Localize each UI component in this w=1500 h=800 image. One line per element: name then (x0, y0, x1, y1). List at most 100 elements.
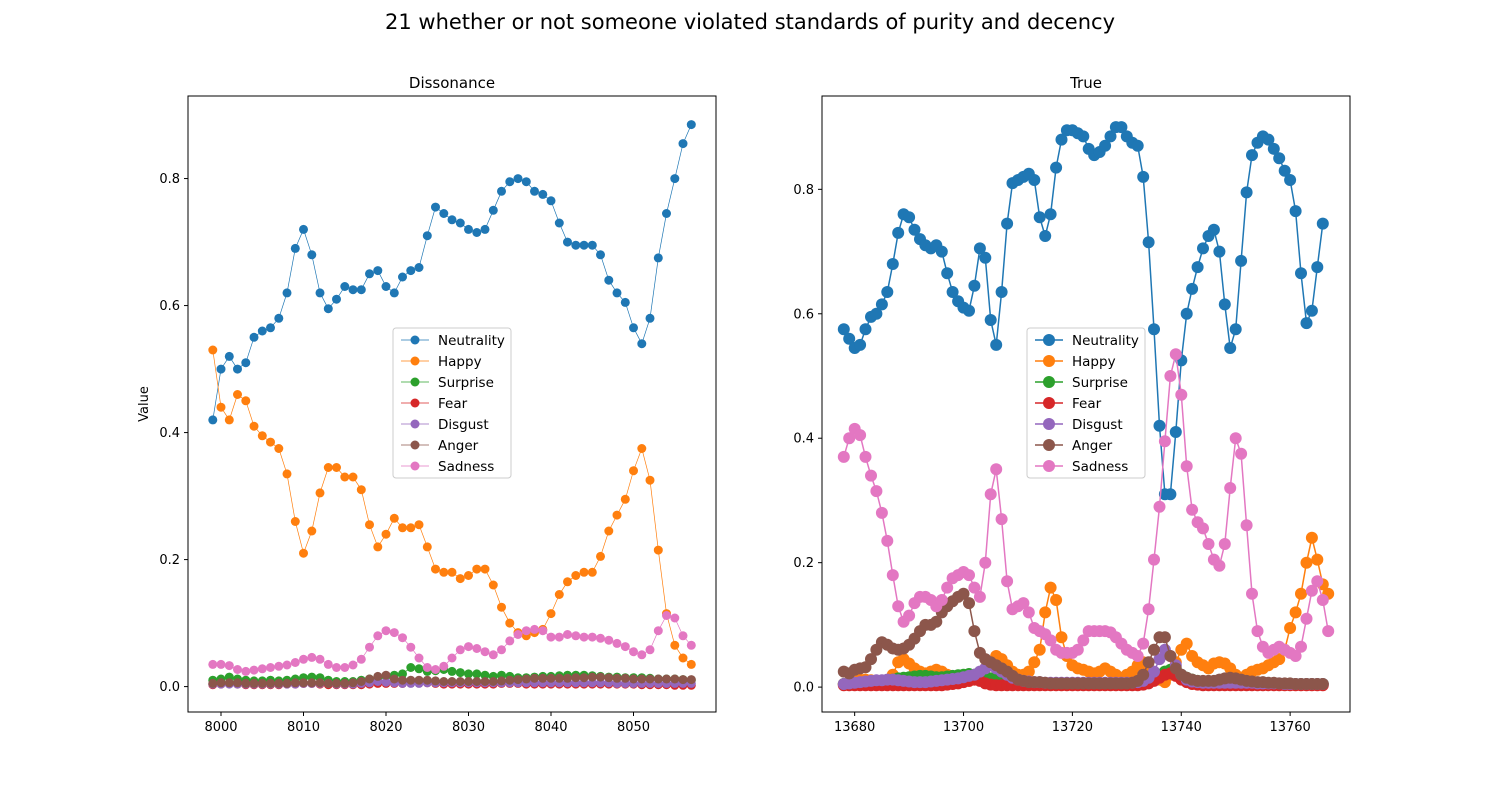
data-point-sadness (995, 513, 1008, 526)
data-point-surprise (455, 668, 465, 678)
legend-label-sadness: Sadness (438, 459, 494, 475)
data-point-disgust (1148, 665, 1160, 678)
data-point-happy (389, 513, 399, 523)
legend: Neutrality Happy Surprise Fear Disgust Anger S… (1026, 327, 1146, 479)
series-sadness (208, 611, 696, 676)
data-point-sadness (579, 632, 589, 642)
legend-label-disgust: Disgust (438, 417, 489, 433)
legend-label-happy: Happy (438, 354, 482, 370)
data-point-neutrality (612, 288, 622, 298)
data-point-happy (299, 548, 308, 558)
data-point-neutrality (875, 298, 888, 311)
data-point-sadness (843, 432, 856, 445)
data-point-neutrality (886, 258, 899, 270)
data-point-surprise (398, 669, 407, 679)
series-neutrality (837, 121, 1329, 501)
data-point-sadness (1017, 597, 1030, 610)
data-point-neutrality (1284, 174, 1297, 186)
data-point-anger (389, 674, 399, 684)
data-point-happy (1295, 587, 1307, 600)
data-point-sadness (612, 638, 622, 648)
data-point-neutrality (941, 267, 954, 280)
y-tick-label: 0.4 (793, 432, 814, 447)
data-point-anger (233, 678, 242, 688)
legend-marker-neutrality (1043, 334, 1055, 346)
data-point-happy (282, 469, 292, 479)
data-point-anger (422, 675, 432, 685)
data-point-happy (455, 574, 465, 584)
data-point-happy (1289, 606, 1302, 619)
data-point-happy (290, 517, 300, 526)
chart-panel-2: True 13680 13700 13720 13740 13760 0.0 0.2 0.4 0.… (793, 74, 1351, 735)
data-point-happy (233, 390, 242, 399)
data-point-neutrality (1262, 133, 1275, 146)
legend-marker-sadness (410, 461, 420, 471)
data-point-sadness (373, 631, 383, 641)
legend-label-fear: Fear (438, 396, 468, 412)
data-point-neutrality (843, 332, 856, 345)
data-point-sadness (1044, 634, 1057, 647)
data-point-neutrality (1104, 130, 1117, 143)
data-point-neutrality (620, 297, 630, 307)
data-point-neutrality (447, 215, 457, 225)
data-point-sadness (645, 645, 655, 655)
legend-label-sadness: Sadness (1072, 459, 1128, 475)
data-point-sadness (1202, 538, 1215, 550)
legend: Neutrality Happy Surprise Fear Disgust Anger S… (392, 327, 512, 479)
data-point-sadness (686, 640, 696, 650)
data-point-sadness (1077, 634, 1090, 647)
data-point-neutrality (381, 282, 391, 291)
legend-label-surprise: Surprise (438, 375, 494, 391)
data-point-sadness (1131, 650, 1144, 662)
data-point-sadness (241, 666, 251, 676)
data-point-anger (587, 672, 597, 682)
data-point-sadness (903, 609, 916, 622)
x-tick-label: 13680 (834, 720, 875, 735)
data-point-happy (208, 345, 218, 355)
data-point-anger (513, 675, 523, 685)
data-point-surprise (464, 669, 473, 679)
x-tick-label: 13740 (1161, 720, 1202, 735)
data-point-sadness (257, 664, 267, 674)
data-point-neutrality (1164, 488, 1177, 501)
data-point-happy (1033, 643, 1046, 656)
data-point-neutrality (963, 304, 975, 317)
data-point-happy (505, 618, 515, 628)
data-point-happy (546, 609, 556, 619)
data-point-sadness (870, 485, 883, 498)
data-point-happy (1039, 606, 1052, 619)
data-point-sadness (332, 663, 341, 672)
data-point-anger (1158, 631, 1171, 644)
legend-marker-sadness (1043, 460, 1055, 472)
data-point-neutrality (637, 339, 647, 349)
data-point-anger (563, 673, 572, 683)
data-point-anger (1316, 678, 1329, 690)
data-point-anger (1164, 650, 1177, 662)
data-point-sadness (1137, 637, 1150, 650)
data-point-neutrality (1311, 261, 1324, 274)
data-point-happy (596, 551, 605, 561)
data-point-sadness (892, 600, 905, 613)
series-anger (208, 670, 696, 688)
data-point-sadness (233, 665, 242, 674)
data-point-anger (208, 678, 218, 688)
data-point-anger (865, 653, 877, 666)
data-point-anger (662, 674, 671, 684)
data-point-neutrality (1148, 323, 1160, 336)
data-point-happy (422, 542, 432, 552)
data-point-neutrality (1153, 419, 1166, 432)
data-point-sadness (299, 654, 308, 664)
data-point-sadness (1186, 503, 1199, 516)
data-point-sadness (513, 630, 523, 639)
data-point-sadness (984, 488, 997, 501)
data-point-neutrality (629, 323, 638, 333)
data-point-anger (930, 615, 943, 628)
data-point-sadness (1322, 625, 1335, 638)
data-point-happy (381, 529, 391, 539)
data-point-anger (257, 678, 267, 688)
data-point-neutrality (1001, 217, 1014, 230)
data-point-sadness (662, 611, 671, 620)
data-point-neutrality (1295, 267, 1307, 280)
